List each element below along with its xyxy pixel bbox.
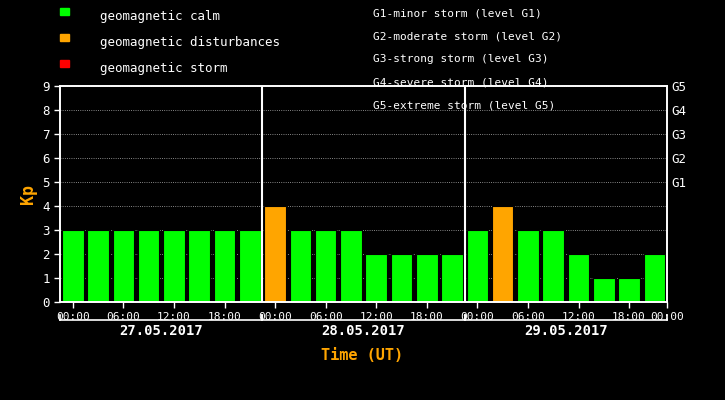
Bar [442,254,463,302]
Bar [112,230,134,302]
Bar [618,278,640,302]
Bar [365,254,387,302]
Y-axis label: Kp: Kp [19,184,37,204]
Text: G5-extreme storm (level G5): G5-extreme storm (level G5) [373,101,555,111]
Text: G3-strong storm (level G3): G3-strong storm (level G3) [373,54,549,64]
Bar [391,254,413,302]
Text: G2-moderate storm (level G2): G2-moderate storm (level G2) [373,31,563,41]
Bar [644,254,665,302]
Bar [138,230,160,302]
Bar [340,230,362,302]
Bar [265,206,286,302]
Text: G1-minor storm (level G1): G1-minor storm (level G1) [373,8,542,18]
Bar [568,254,589,302]
Bar [492,206,513,302]
Bar [239,230,260,302]
Text: geomagnetic calm: geomagnetic calm [100,10,220,23]
Bar [517,230,539,302]
Text: 27.05.2017: 27.05.2017 [120,324,203,338]
Text: Time (UT): Time (UT) [321,348,404,363]
Text: 29.05.2017: 29.05.2017 [524,324,608,338]
Text: geomagnetic disturbances: geomagnetic disturbances [100,36,280,49]
Bar [87,230,109,302]
Bar [163,230,185,302]
Bar [289,230,311,302]
Bar [593,278,615,302]
Bar [62,230,83,302]
Bar [467,230,488,302]
Text: G4-severe storm (level G4): G4-severe storm (level G4) [373,78,549,88]
Text: 28.05.2017: 28.05.2017 [322,324,405,338]
Bar [214,230,236,302]
Bar [416,254,438,302]
Bar [188,230,210,302]
Bar [315,230,336,302]
Text: geomagnetic storm: geomagnetic storm [100,62,228,75]
Bar [542,230,564,302]
